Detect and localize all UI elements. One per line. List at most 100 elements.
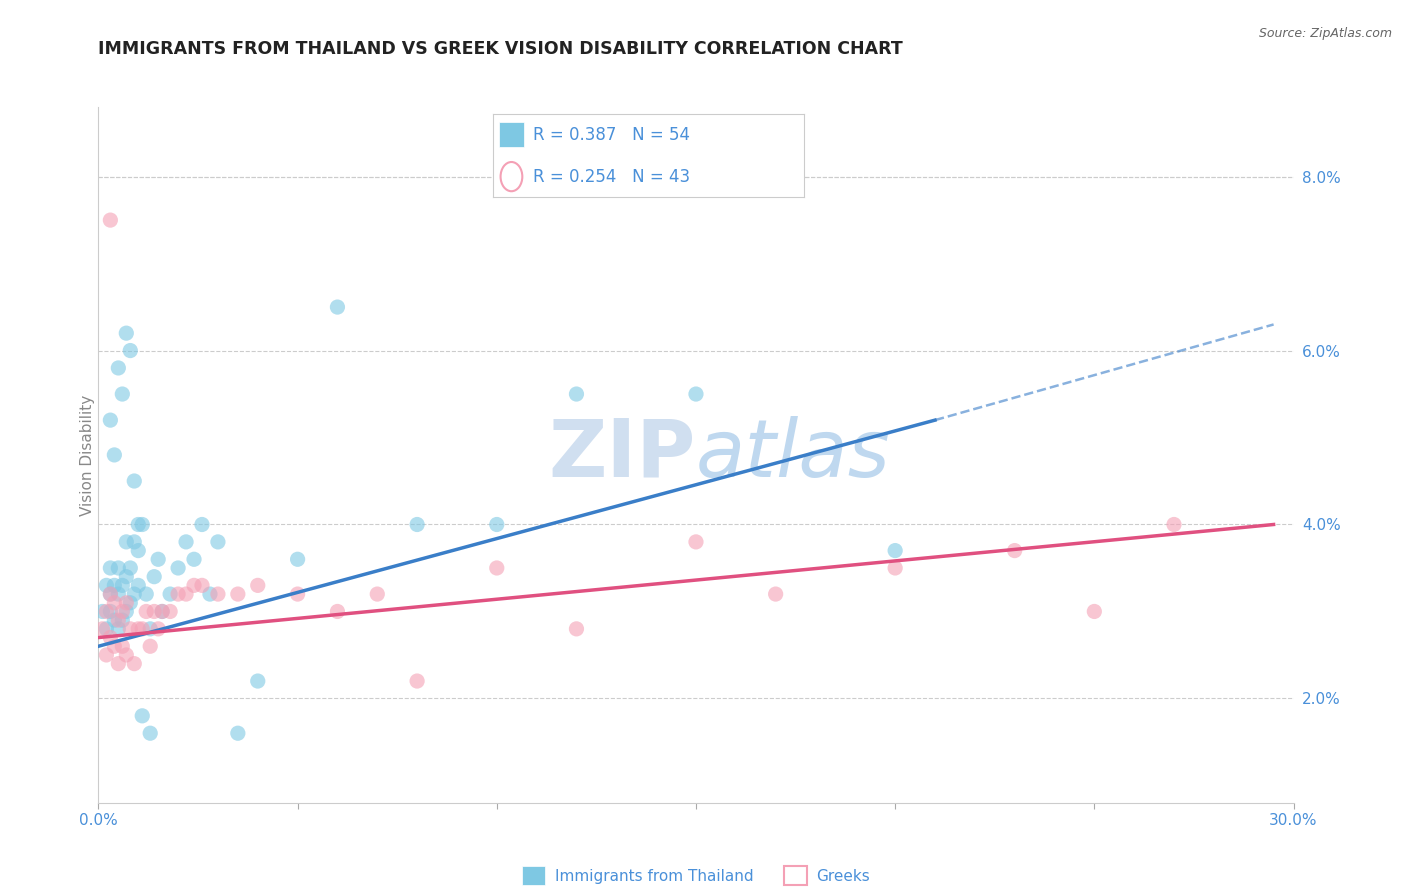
Point [127, 543, 149, 558]
Point [115, 569, 138, 583]
Point [115, 648, 138, 662]
Point [120, 343, 142, 358]
Point [107, 613, 129, 627]
Point [115, 605, 138, 619]
Text: Source: ZipAtlas.com: Source: ZipAtlas.com [1258, 27, 1392, 40]
Point [131, 708, 153, 723]
Point [685, 534, 707, 549]
Point [127, 517, 149, 532]
Point [150, 605, 173, 619]
Point [148, 552, 170, 566]
Point [120, 561, 142, 575]
Point [287, 587, 309, 601]
Point [120, 622, 142, 636]
Point [111, 578, 134, 592]
Point [100, 631, 122, 645]
Point [1083, 605, 1105, 619]
Point [91, 605, 114, 619]
Point [96, 578, 118, 592]
Point [139, 639, 162, 653]
Point [107, 360, 129, 375]
Point [198, 587, 221, 601]
Point [124, 534, 146, 549]
Point [159, 587, 181, 601]
Y-axis label: Vision Disability: Vision Disability [80, 394, 94, 516]
Point [103, 639, 125, 653]
Point [135, 587, 157, 601]
Text: IMMIGRANTS FROM THAILAND VS GREEK VISION DISABILITY CORRELATION CHART: IMMIGRANTS FROM THAILAND VS GREEK VISION… [98, 40, 903, 58]
Point [148, 622, 170, 636]
Point [226, 587, 249, 601]
Point [107, 561, 129, 575]
Point [246, 674, 269, 689]
Point [107, 657, 129, 671]
Point [191, 578, 214, 592]
Point [159, 605, 181, 619]
Point [191, 517, 214, 532]
Point [100, 587, 122, 601]
Point [150, 605, 173, 619]
Text: ZIP: ZIP [548, 416, 696, 494]
Point [183, 578, 205, 592]
Point [107, 587, 129, 601]
Point [111, 605, 134, 619]
Point [100, 605, 122, 619]
Point [765, 587, 787, 601]
Point [103, 613, 125, 627]
Point [406, 517, 429, 532]
Point [246, 578, 269, 592]
Point [143, 569, 166, 583]
Point [127, 622, 149, 636]
Point [207, 587, 229, 601]
Point [120, 596, 142, 610]
Point [107, 622, 129, 636]
Point [167, 561, 190, 575]
Point [115, 534, 138, 549]
Point [183, 552, 205, 566]
Point [143, 605, 166, 619]
Point [366, 587, 388, 601]
Point [685, 387, 707, 401]
Point [100, 587, 122, 601]
Point [96, 622, 118, 636]
Point [103, 596, 125, 610]
Point [226, 726, 249, 740]
Point [174, 587, 197, 601]
Point [565, 622, 588, 636]
Point [124, 474, 146, 488]
Point [115, 326, 138, 340]
Point [111, 639, 134, 653]
Point [96, 648, 118, 662]
Point [103, 578, 125, 592]
Point [326, 300, 349, 314]
Text: atlas: atlas [696, 416, 891, 494]
Point [135, 605, 157, 619]
Point [100, 413, 122, 427]
Point [91, 622, 114, 636]
Point [139, 622, 162, 636]
Point [167, 587, 190, 601]
Point [139, 726, 162, 740]
Point [124, 657, 146, 671]
Point [565, 387, 588, 401]
Point [111, 387, 134, 401]
Point [174, 534, 197, 549]
Point [131, 622, 153, 636]
Point [884, 561, 907, 575]
Point [485, 561, 508, 575]
Point [111, 613, 134, 627]
Point [207, 534, 229, 549]
Point [131, 517, 153, 532]
Point [406, 674, 429, 689]
Point [124, 587, 146, 601]
Point [115, 596, 138, 610]
Point [100, 561, 122, 575]
Point [127, 578, 149, 592]
Point [485, 517, 508, 532]
Legend: Immigrants from Thailand, Greeks: Immigrants from Thailand, Greeks [515, 859, 877, 892]
Point [103, 448, 125, 462]
Point [287, 552, 309, 566]
Point [1004, 543, 1026, 558]
Point [884, 543, 907, 558]
Point [96, 605, 118, 619]
